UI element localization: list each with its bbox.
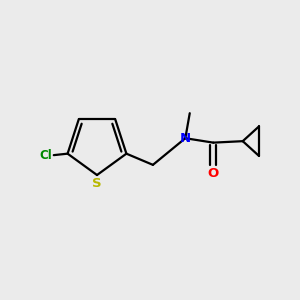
Text: S: S <box>92 177 102 190</box>
Text: Cl: Cl <box>39 148 52 162</box>
Text: N: N <box>180 132 191 145</box>
Text: O: O <box>208 167 219 180</box>
